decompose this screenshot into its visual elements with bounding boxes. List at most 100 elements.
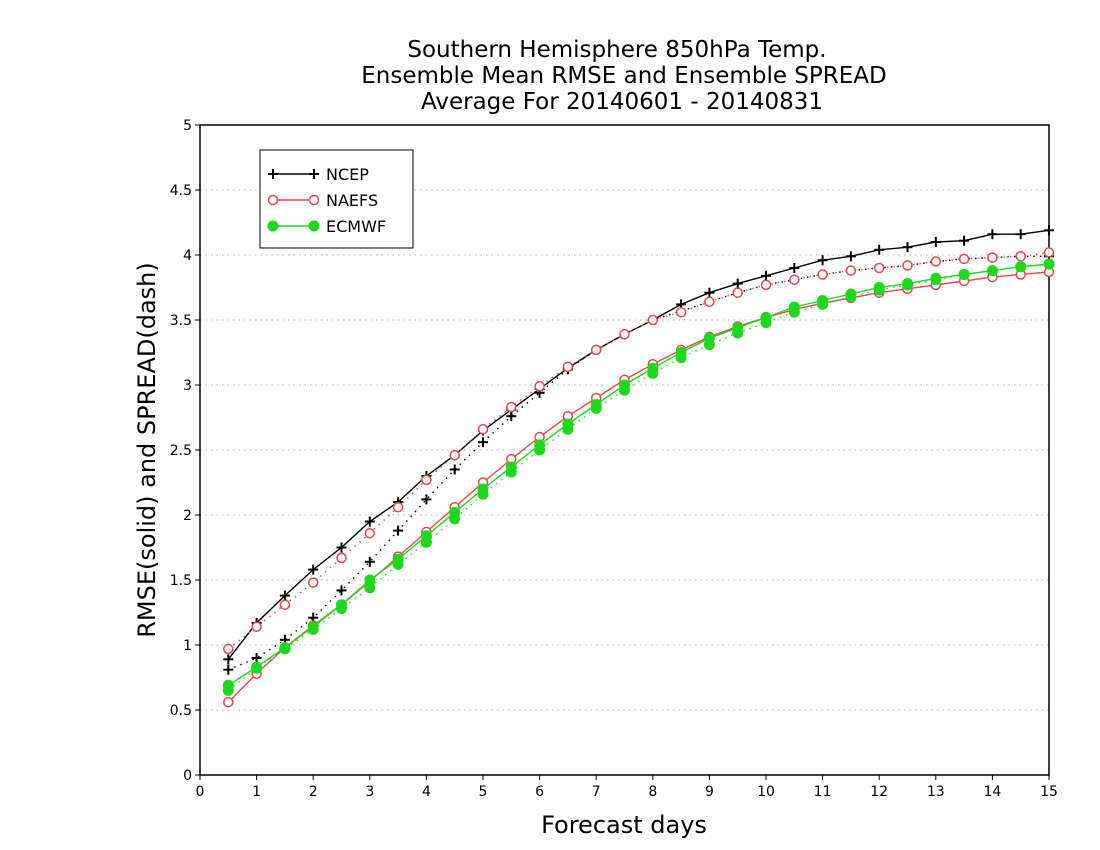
legend-item-ecmwf: ECMWF [267,217,386,236]
x-tick-label: 11 [814,784,832,800]
naefs-spread-point [449,449,460,461]
naefs-spread-point [675,306,687,318]
ecmwf-rmse-point [760,311,772,323]
naefs-spread-point [873,262,885,274]
y-tick-label: 5 [183,118,192,134]
x-tick-label: 15 [1040,784,1058,800]
naefs-spread-point [789,274,800,285]
y-tick-label: 2 [183,508,192,524]
ncep-spread-point [393,525,404,536]
x-tick-label: 2 [309,784,318,800]
ecmwf-rmse-point [902,278,913,290]
x-tick-label: 9 [705,784,714,800]
ncep-spread-point [364,556,375,567]
x-tick-label: 3 [365,784,374,800]
ncep-rmse-point [761,270,771,281]
ecmwf-rmse-point [845,288,857,300]
ecmwf-rmse-point [336,599,347,611]
ncep-spread-point [251,653,262,663]
naefs-spread-point [307,577,319,588]
x-tick-label: 8 [648,784,657,800]
legend-label-ncep: NCEP [326,165,369,184]
ncep-rmse-point [223,654,234,665]
ecmwf-rmse-point [392,553,404,565]
ncep-rmse-point [1015,229,1026,240]
naefs-spread-point [987,252,998,263]
naefs-spread-point [1015,251,1026,262]
naefs-spread-point [534,381,545,392]
ecmwf-rmse-point [788,301,800,313]
naefs-spread-point [732,287,743,298]
ecmwf-spread-series [222,258,1055,696]
ecmwf-rmse-point [307,621,319,633]
ncep-spread-point [336,585,347,596]
legend-item-naefs: NAEFS [267,191,378,210]
series-lines [222,225,1055,708]
ecmwf-rmse-point [675,347,687,358]
naefs-spread-point [647,314,659,326]
ncep-rmse-point [789,263,800,273]
ecmwf-spread-line [227,263,1050,692]
legend-label-ecmwf: ECMWF [326,217,386,236]
legend-marker [308,194,320,206]
ecmwf-rmse-point [222,679,234,691]
x-tick-label: 5 [479,784,488,800]
naefs-spread-point [590,344,602,356]
ecmwf-rmse-point [703,332,715,344]
legend-marker [268,169,278,179]
chart-title-line-3: Average For 20140601 - 20140831 [421,89,823,115]
y-tick-label: 0.5 [170,703,192,719]
naefs-spread-point [817,269,828,280]
naefs-spread-point [251,621,262,633]
y-tick-label: 1.5 [170,573,192,589]
ncep-rmse-point [364,516,375,527]
ecmwf-rmse-point [647,362,659,374]
y-tick-label: 0 [183,768,192,784]
ecmwf-rmse-point [449,506,461,518]
naefs-spread-point [1043,247,1055,258]
ncep-rmse-point [930,237,941,247]
naefs-spread-point [958,253,970,265]
legend-marker [309,169,319,179]
ecmwf-rmse-point [477,483,489,495]
naefs-spread-point [336,552,347,564]
x-tick-label: 7 [592,784,601,800]
naefs-spread-point [364,527,376,539]
y-tick-label: 2.5 [170,443,192,459]
legend-box [259,149,414,249]
ecmwf-rmse-point [534,439,546,451]
naefs-spread-point [760,279,772,291]
naefs-spread-point [421,474,432,486]
ncep-rmse-line [227,229,1050,660]
ncep-rmse-point [845,251,856,262]
legend-marker [308,220,320,232]
naefs-spread-point [477,423,489,435]
ncep-spread-point [421,494,432,505]
y-tick-label: 3.5 [170,313,192,329]
ncep-spread-line [228,255,1049,671]
ecmwf-rmse-point [251,661,263,673]
naefs-spread-point [506,401,517,413]
ecmwf-rmse-point [1043,258,1055,270]
naefs-spread-series [223,247,1055,655]
ncep-rmse-point [987,229,998,240]
legend-item-ncep: NCEP [268,165,369,184]
ncep-rmse-point [279,590,290,601]
naefs-rmse-series [223,266,1055,708]
ncep-spread-point [449,464,460,475]
y-tick-label: 4 [183,248,192,264]
x-tick-label: 0 [196,784,205,800]
legend-label-naefs: NAEFS [326,191,378,210]
ecmwf-rmse-point [590,399,602,410]
ncep-spread-point [478,437,488,448]
ncep-rmse-point [732,278,743,289]
y-axis-label: RMSE(solid) and SPREAD(dash) [133,262,161,638]
x-tick-label: 10 [757,784,775,800]
x-tick-label: 1 [252,784,261,800]
ecmwf-rmse-point [1015,261,1027,273]
ecmwf-rmse-point [817,295,829,306]
ecmwf-rmse-point [619,379,630,391]
ncep-rmse-point [308,564,319,575]
x-tick-label: 14 [983,784,1001,800]
ncep-rmse-point [336,542,347,553]
